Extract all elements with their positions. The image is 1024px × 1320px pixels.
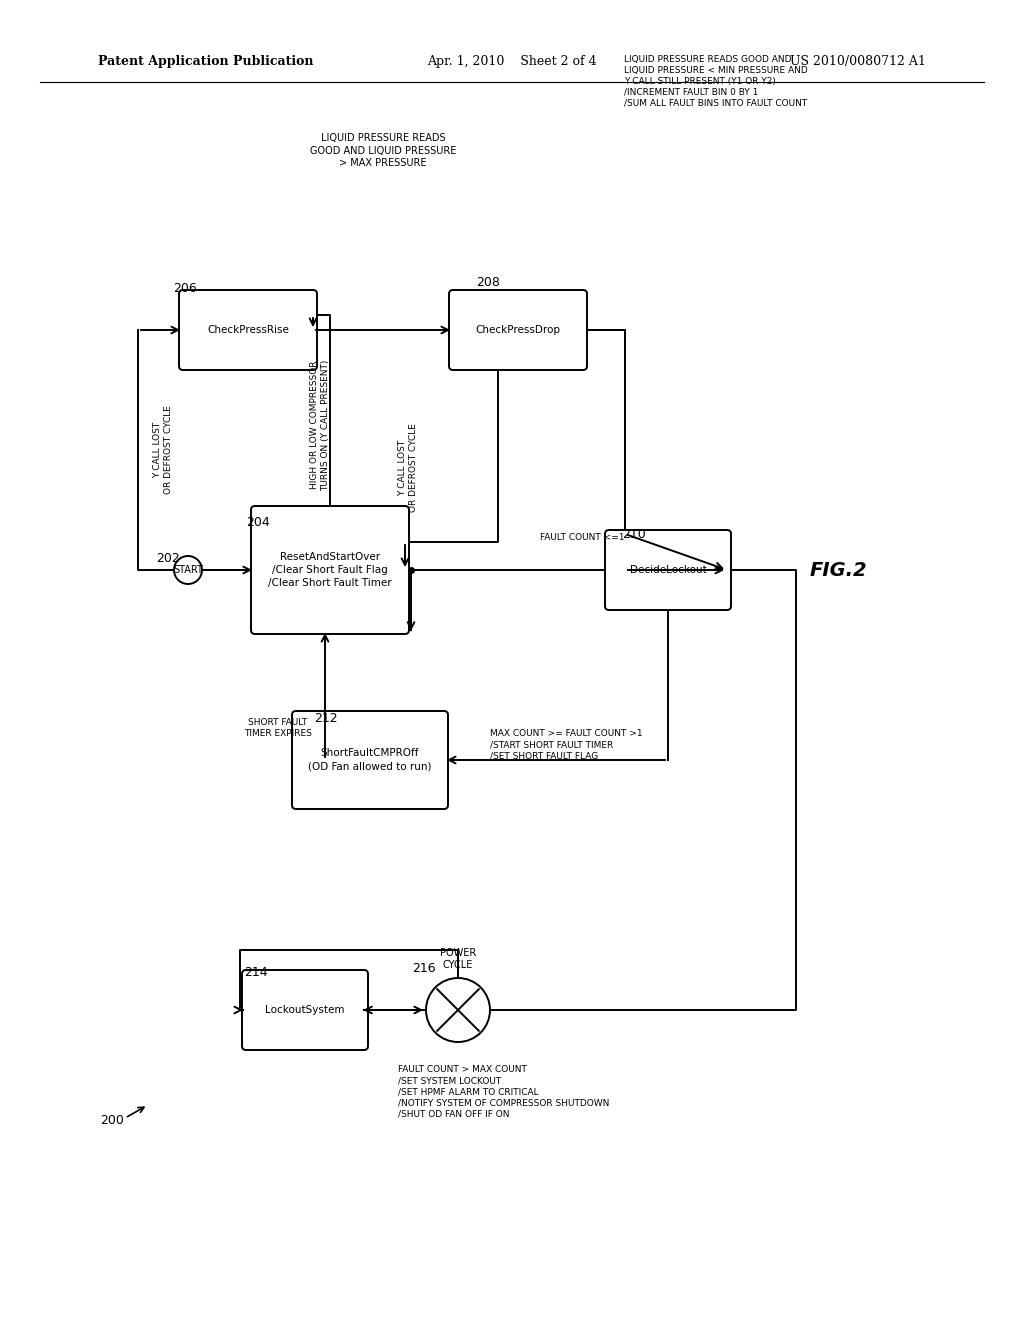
Text: 216: 216 <box>413 961 436 974</box>
FancyBboxPatch shape <box>242 970 368 1049</box>
Text: 200: 200 <box>100 1114 124 1126</box>
Text: 204: 204 <box>246 516 270 528</box>
Text: LIQUID PRESSURE READS GOOD AND
LIQUID PRESSURE < MIN PRESSURE AND
Y CALL STILL P: LIQUID PRESSURE READS GOOD AND LIQUID PR… <box>624 54 808 108</box>
Text: 202: 202 <box>156 552 180 565</box>
Text: CheckPressRise: CheckPressRise <box>207 325 289 335</box>
Text: ShortFaultCMPROff
(OD Fan allowed to run): ShortFaultCMPROff (OD Fan allowed to run… <box>308 748 432 772</box>
Text: Y CALL LOST
OR DEFROST CYCLE: Y CALL LOST OR DEFROST CYCLE <box>398 424 418 512</box>
Text: Patent Application Publication: Patent Application Publication <box>98 55 313 69</box>
Text: 212: 212 <box>314 711 338 725</box>
FancyBboxPatch shape <box>251 506 409 634</box>
Text: DecideLockout: DecideLockout <box>630 565 707 576</box>
Text: LIQUID PRESSURE READS
GOOD AND LIQUID PRESSURE
> MAX PRESSURE: LIQUID PRESSURE READS GOOD AND LIQUID PR… <box>310 133 456 168</box>
FancyBboxPatch shape <box>449 290 587 370</box>
Text: 206: 206 <box>173 281 197 294</box>
Text: POWER
CYCLE: POWER CYCLE <box>440 948 476 970</box>
Circle shape <box>174 556 202 583</box>
Text: Apr. 1, 2010    Sheet 2 of 4: Apr. 1, 2010 Sheet 2 of 4 <box>427 55 597 69</box>
Text: CheckPressDrop: CheckPressDrop <box>475 325 560 335</box>
FancyBboxPatch shape <box>179 290 317 370</box>
FancyBboxPatch shape <box>292 711 449 809</box>
Text: US 2010/0080712 A1: US 2010/0080712 A1 <box>791 55 926 69</box>
Text: 208: 208 <box>476 276 500 289</box>
Text: MAX COUNT >= FAULT COUNT >1
/START SHORT FAULT TIMER
/SET SHORT FAULT FLAG: MAX COUNT >= FAULT COUNT >1 /START SHORT… <box>490 730 643 760</box>
Text: 210: 210 <box>623 528 646 541</box>
Text: LockoutSystem: LockoutSystem <box>265 1005 345 1015</box>
Text: SHORT FAULT
TIMER EXPIRES: SHORT FAULT TIMER EXPIRES <box>244 718 312 738</box>
Text: HIGH OR LOW COMPRESSOR
TURNS ON (Y CALL PRESENT): HIGH OR LOW COMPRESSOR TURNS ON (Y CALL … <box>310 359 330 491</box>
Text: FAULT COUNT > MAX COUNT
/SET SYSTEM LOCKOUT
/SET HPMF ALARM TO CRITICAL
/NOTIFY : FAULT COUNT > MAX COUNT /SET SYSTEM LOCK… <box>398 1065 609 1118</box>
Text: START: START <box>173 565 203 576</box>
Circle shape <box>426 978 490 1041</box>
Text: Y CALL LOST
OR DEFROST CYCLE: Y CALL LOST OR DEFROST CYCLE <box>153 405 173 495</box>
Text: FIG.2: FIG.2 <box>810 561 867 579</box>
Text: ResetAndStartOver
/Clear Short Fault Flag
/Clear Short Fault Timer: ResetAndStartOver /Clear Short Fault Fla… <box>268 552 392 589</box>
Text: FAULT COUNT <=1: FAULT COUNT <=1 <box>540 533 625 543</box>
Text: 214: 214 <box>244 965 268 978</box>
FancyBboxPatch shape <box>605 531 731 610</box>
